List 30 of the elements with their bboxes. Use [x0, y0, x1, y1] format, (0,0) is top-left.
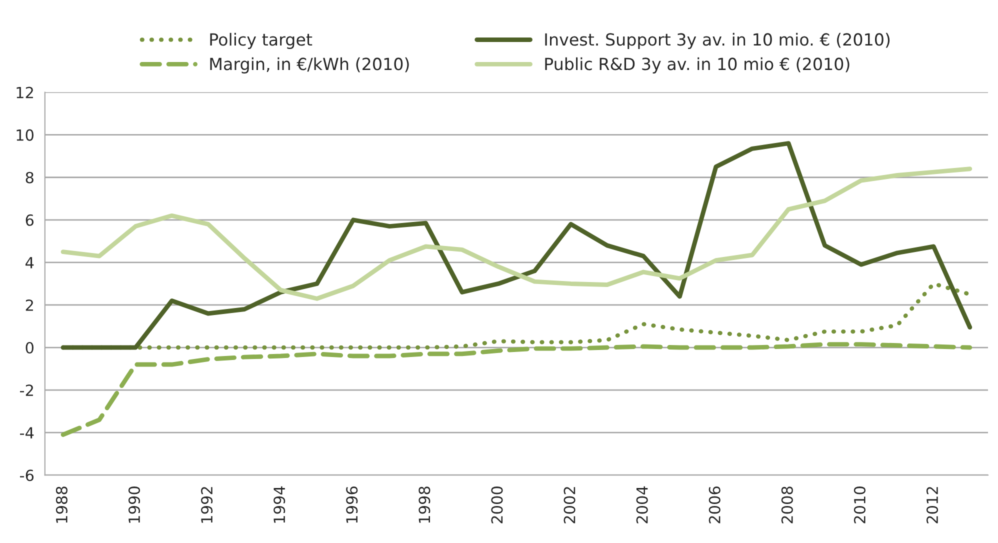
x-tick-label: 1996	[346, 486, 358, 523]
x-tick-label: 2000	[491, 486, 503, 524]
x-tick-label: 2012	[926, 487, 938, 524]
x-tick-label: 2008	[781, 486, 793, 524]
y-tick-label: 8	[26, 172, 34, 184]
y-tick-label: -2	[20, 384, 33, 396]
x-tick-label: 1988	[56, 486, 68, 523]
x-tick-label: 1994	[274, 486, 286, 523]
legend-label: Public R&D 3y av. in 10 mio € (2010)	[545, 57, 850, 74]
y-tick-label: 10	[16, 129, 34, 141]
x-tick-label: 2006	[708, 486, 720, 524]
y-tick-label: 4	[26, 257, 34, 268]
x-tick-label: 1998	[418, 486, 430, 523]
line-series	[60, 342, 972, 437]
line-series	[60, 166, 972, 301]
x-tick-label: 2002	[564, 487, 576, 524]
y-tick-label: 6	[26, 214, 34, 226]
legend-label: Invest. Support 3y av. in 10 mio. € (2010)	[545, 32, 890, 50]
y-tick-label: -6	[20, 470, 34, 482]
line-series	[60, 141, 972, 350]
x-tick-label: 1990	[128, 486, 140, 523]
legend-label: Margin, in €/kWh (2010)	[210, 57, 409, 74]
x-tick-label: 1992	[201, 487, 213, 523]
x-tick-label: 2004	[636, 486, 648, 524]
y-tick-label: 0	[26, 342, 34, 354]
y-tick-label: 12	[16, 86, 33, 98]
y-tick-label: -4	[20, 427, 34, 438]
legend-label: Policy target	[210, 32, 312, 50]
x-tick-label: 2010	[854, 486, 866, 524]
y-tick-label: 2	[26, 299, 33, 311]
